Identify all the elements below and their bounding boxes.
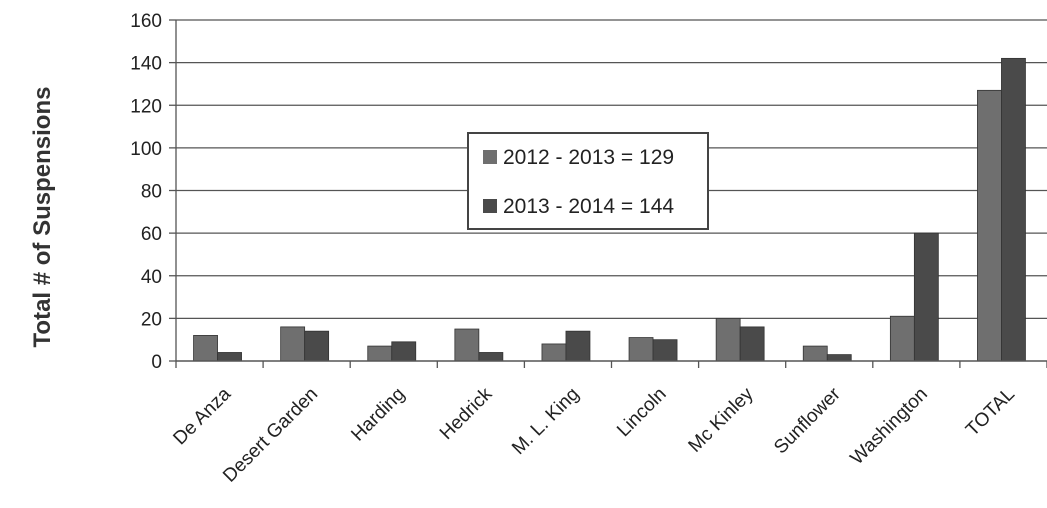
bar-2012-2013	[280, 326, 306, 362]
bar-2012-2013	[802, 345, 828, 362]
y-tick-label: 80	[141, 182, 162, 203]
legend: 2012 - 2013 = 129 2013 - 2014 = 144	[467, 132, 709, 230]
legend-swatch-2013-2014	[483, 199, 497, 213]
category-label: TOTAL	[962, 384, 1019, 441]
legend-swatch-2012-2013	[483, 150, 497, 164]
bar-2013-2014	[478, 352, 504, 362]
bar-2013-2014	[304, 330, 330, 362]
y-tick-label: 160	[130, 11, 162, 32]
bar-2013-2014	[565, 330, 591, 362]
legend-label-2012-2013: 2012 - 2013 = 129	[503, 146, 674, 169]
y-axis: 0 20 40 60 80 100 120 140 160	[130, 11, 177, 373]
category-label: Harding	[347, 384, 409, 446]
bar-2012-2013	[889, 315, 915, 362]
bar-2012-2013	[977, 89, 1002, 362]
y-tick-label: 140	[130, 54, 162, 75]
bar-2012-2013	[367, 345, 393, 362]
y-tick-label: 100	[130, 139, 162, 160]
category-label: De Anza	[169, 383, 235, 449]
bar-2013-2014	[913, 232, 939, 362]
category-label: Hedrick	[436, 383, 497, 444]
bar-2013-2014	[1001, 57, 1026, 362]
y-tick-label: 0	[151, 352, 162, 373]
bar-2012-2013	[193, 335, 218, 362]
bar-2013-2014	[826, 354, 852, 362]
legend-label-2013-2014: 2013 - 2014 = 144	[503, 195, 674, 218]
y-tick-label: 60	[141, 224, 162, 245]
bars	[193, 57, 1026, 362]
category-label: Washington	[847, 384, 932, 469]
bar-2012-2013	[715, 317, 741, 362]
bar-2013-2014	[217, 352, 242, 362]
legend-box	[467, 132, 709, 230]
category-label: M. L. King	[508, 384, 583, 459]
category-label: Desert Garden	[219, 384, 322, 487]
bar-2013-2014	[652, 339, 678, 362]
bar-2012-2013	[541, 343, 567, 362]
y-tick-label: 40	[141, 267, 162, 288]
bar-2012-2013	[628, 337, 654, 362]
y-tick-label: 120	[130, 96, 162, 117]
bar-2013-2014	[391, 341, 417, 362]
y-tick-label: 20	[141, 309, 162, 330]
category-label: Lincoln	[613, 384, 670, 441]
bar-2013-2014	[739, 326, 765, 362]
category-label: Sunflower	[770, 383, 845, 458]
bar-2012-2013	[454, 328, 480, 362]
category-label: Mc Kinley	[685, 383, 758, 456]
y-axis-label: Total # of Suspensions	[29, 87, 56, 348]
